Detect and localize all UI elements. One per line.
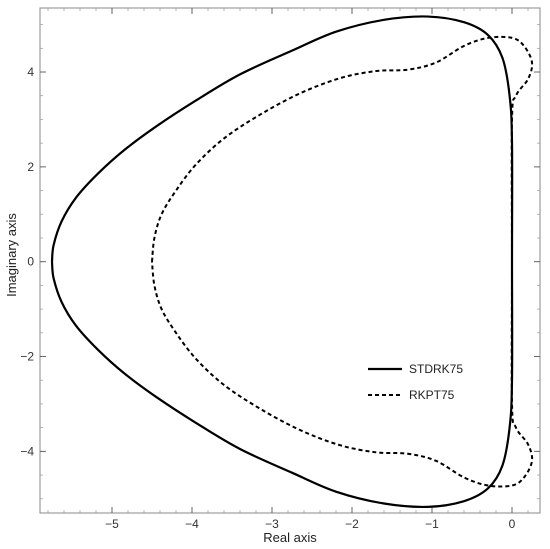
x-tick-label: −4 — [185, 517, 199, 531]
legend: STDRK75 RKPT75 — [368, 362, 463, 402]
y-tick-label: −4 — [20, 444, 34, 458]
y-tick-label: 4 — [27, 65, 34, 79]
series-layer — [50, 15, 534, 509]
legend-label-stdrk75: STDRK75 — [409, 362, 463, 376]
y-tick-label: −2 — [20, 350, 34, 364]
x-tick-label: −1 — [425, 517, 439, 531]
minor-ticks — [40, 8, 540, 513]
legend-label-rkpt75: RKPT75 — [409, 388, 455, 402]
series-stdrk75-curve — [50, 15, 514, 509]
plot-frame — [39, 7, 541, 514]
tick-labels: −5 −4 −3 −2 −1 0 −4 −2 0 2 4 — [20, 65, 515, 531]
y-axis-label: Imaginary axis — [4, 213, 19, 297]
x-tick-label: −2 — [345, 517, 359, 531]
series-rkpt75-curve — [151, 35, 534, 488]
major-ticks — [40, 8, 540, 513]
y-tick-label: 0 — [27, 255, 34, 269]
x-tick-label: −5 — [105, 517, 119, 531]
y-tick-label: 2 — [27, 160, 34, 174]
x-tick-label: −3 — [265, 517, 279, 531]
x-tick-label: 0 — [509, 517, 516, 531]
x-axis-label: Real axis — [263, 530, 317, 545]
